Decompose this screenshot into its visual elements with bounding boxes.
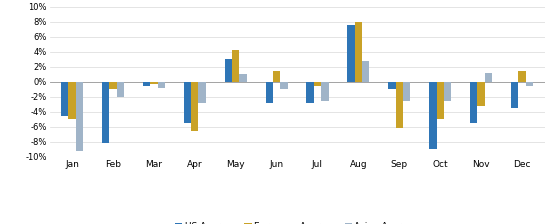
- Bar: [485, 73, 492, 82]
- Bar: [395, 82, 403, 128]
- Bar: [306, 82, 313, 103]
- Bar: [437, 82, 444, 119]
- Bar: [224, 59, 232, 82]
- Bar: [347, 26, 355, 82]
- Bar: [143, 82, 150, 86]
- Bar: [184, 82, 191, 123]
- Bar: [518, 71, 526, 82]
- Bar: [429, 82, 437, 149]
- Bar: [191, 82, 199, 131]
- Bar: [321, 82, 328, 101]
- Bar: [117, 82, 124, 97]
- Bar: [109, 82, 117, 89]
- Bar: [403, 82, 410, 101]
- Bar: [157, 82, 165, 88]
- Bar: [477, 82, 485, 106]
- Bar: [444, 82, 451, 101]
- Bar: [61, 82, 68, 116]
- Bar: [266, 82, 273, 103]
- Bar: [273, 71, 280, 82]
- Bar: [355, 22, 362, 82]
- Bar: [232, 50, 239, 82]
- Bar: [150, 82, 157, 84]
- Bar: [239, 74, 247, 82]
- Bar: [102, 82, 109, 143]
- Bar: [526, 82, 533, 86]
- Bar: [388, 82, 395, 89]
- Bar: [76, 82, 83, 151]
- Bar: [68, 82, 76, 119]
- Bar: [280, 82, 288, 89]
- Bar: [470, 82, 477, 123]
- Bar: [362, 61, 370, 82]
- Bar: [511, 82, 518, 108]
- Bar: [314, 82, 321, 86]
- Bar: [199, 82, 206, 103]
- Legend: US Average, European Average, Asian Average: US Average, European Average, Asian Aver…: [171, 218, 423, 224]
